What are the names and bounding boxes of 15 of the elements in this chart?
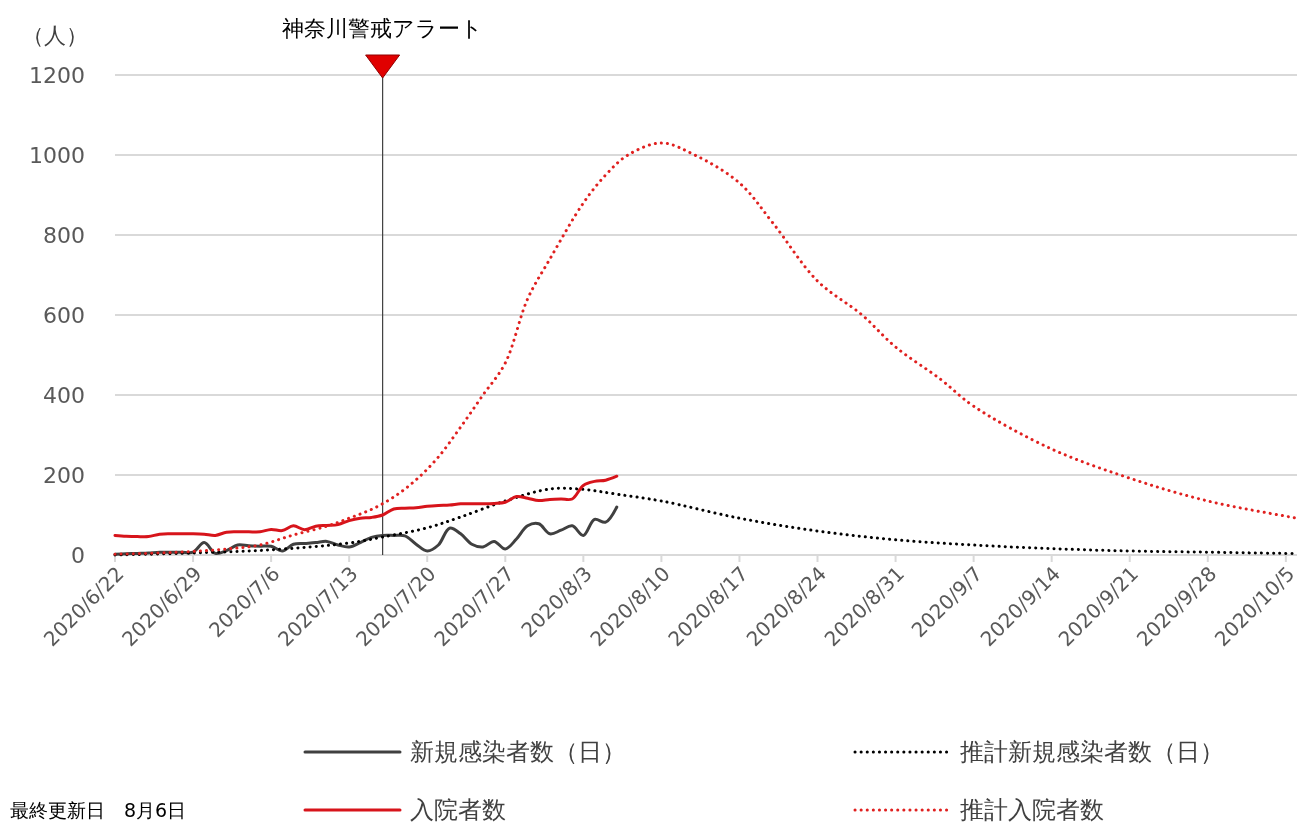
y-tick-label: 600 (43, 302, 85, 328)
y-tick-label: 1200 (29, 62, 85, 88)
legend-label: 推計新規感染者数（日） (960, 738, 1224, 766)
y-tick-label: 800 (43, 222, 85, 248)
y-tick-label: 200 (43, 462, 85, 488)
y-axis-title: （人） (22, 22, 88, 48)
y-tick-label: 0 (71, 542, 85, 568)
ref-line-label: 神奈川警戒アラート (282, 15, 484, 41)
legend-label: 新規感染者数（日） (410, 738, 626, 766)
legend-label: 推計入院者数 (960, 796, 1104, 824)
legend-label: 入院者数 (410, 796, 506, 824)
y-tick-label: 400 (43, 382, 85, 408)
text: 最終更新日 8月6日 (10, 799, 187, 821)
line-series (113, 141, 1299, 556)
y-tick-label: 1000 (29, 142, 85, 168)
